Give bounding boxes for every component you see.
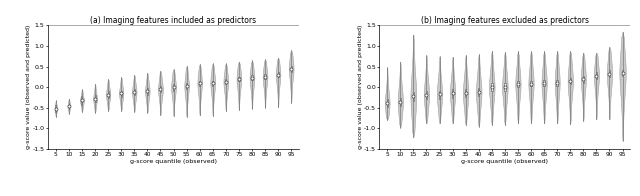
Bar <box>596 72 597 79</box>
Bar <box>465 89 467 97</box>
Bar <box>557 80 558 86</box>
X-axis label: g-score quantile (observed): g-score quantile (observed) <box>130 159 217 164</box>
Bar <box>81 96 83 104</box>
Bar <box>212 81 213 86</box>
Bar <box>264 74 266 79</box>
Bar <box>186 83 188 89</box>
Bar <box>199 81 200 86</box>
Title: (b) Imaging features excluded as predictors: (b) Imaging features excluded as predict… <box>421 16 589 25</box>
Bar <box>173 84 174 91</box>
Y-axis label: g-score value (observed and predicted): g-score value (observed and predicted) <box>358 25 362 149</box>
Bar <box>413 92 414 101</box>
Y-axis label: g-score value (observed and predicted): g-score value (observed and predicted) <box>26 25 31 149</box>
Bar <box>134 89 135 95</box>
Bar <box>517 81 518 87</box>
Bar <box>543 80 545 86</box>
Bar <box>387 99 388 107</box>
Bar <box>278 72 279 77</box>
Bar <box>504 83 506 91</box>
Bar <box>491 83 493 91</box>
Bar <box>570 78 571 84</box>
Bar <box>225 79 227 84</box>
Bar <box>160 86 161 92</box>
Bar <box>147 88 148 95</box>
Bar <box>582 76 584 83</box>
Bar <box>621 70 623 76</box>
Bar <box>478 88 479 96</box>
Bar <box>121 91 122 97</box>
Bar <box>609 70 610 77</box>
Bar <box>108 91 109 98</box>
Title: (a) Imaging features included as predictors: (a) Imaging features included as predict… <box>90 16 257 25</box>
Bar <box>68 104 69 109</box>
Bar <box>439 91 440 99</box>
Bar <box>252 75 253 80</box>
Bar <box>531 81 532 86</box>
Bar <box>291 66 292 72</box>
Bar <box>426 91 427 99</box>
Bar <box>238 76 239 82</box>
X-axis label: g-score quantile (observed): g-score quantile (observed) <box>461 159 548 164</box>
Bar <box>399 98 401 106</box>
Bar <box>452 89 453 98</box>
